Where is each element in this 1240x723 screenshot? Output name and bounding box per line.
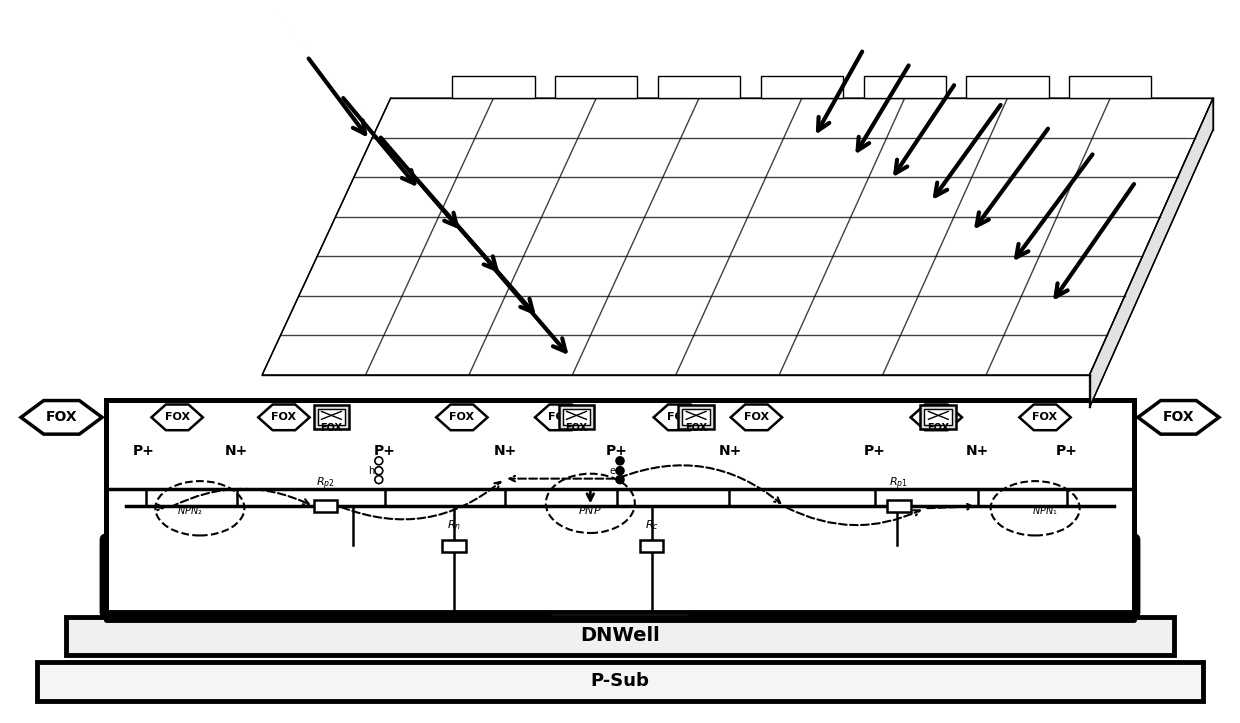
Text: FOX: FOX xyxy=(548,412,573,422)
Text: FOX: FOX xyxy=(744,412,769,422)
Text: P+: P+ xyxy=(1055,444,1078,458)
Polygon shape xyxy=(258,404,310,430)
Polygon shape xyxy=(262,98,1213,375)
Bar xyxy=(314,406,350,429)
Polygon shape xyxy=(1090,98,1213,408)
Bar xyxy=(105,400,1135,612)
Text: P+: P+ xyxy=(606,444,627,458)
Text: FOX: FOX xyxy=(46,411,77,424)
Circle shape xyxy=(374,457,383,465)
Text: P+: P+ xyxy=(133,444,155,458)
Text: P-Well: P-Well xyxy=(277,572,335,590)
Polygon shape xyxy=(1019,404,1071,430)
Polygon shape xyxy=(436,404,487,430)
FancyBboxPatch shape xyxy=(102,536,549,616)
Polygon shape xyxy=(730,404,782,430)
Bar xyxy=(1069,77,1152,98)
Text: e: e xyxy=(609,466,615,476)
Text: N+: N+ xyxy=(224,444,248,458)
Bar xyxy=(640,540,663,552)
Text: FOX: FOX xyxy=(686,423,707,433)
Bar xyxy=(67,617,1173,654)
Text: $NPN₂$: $NPN₂$ xyxy=(177,505,203,516)
Circle shape xyxy=(616,467,624,475)
Bar xyxy=(925,409,952,425)
Text: FOX: FOX xyxy=(1033,412,1058,422)
Text: $R_c$: $R_c$ xyxy=(645,518,658,532)
Circle shape xyxy=(374,476,383,484)
Bar xyxy=(863,77,946,98)
Text: FOX: FOX xyxy=(928,423,950,433)
Text: P+: P+ xyxy=(864,444,885,458)
Text: FOX: FOX xyxy=(272,412,296,422)
Text: N+: N+ xyxy=(966,444,990,458)
Text: $R_{p2}$: $R_{p2}$ xyxy=(316,476,335,492)
Text: h: h xyxy=(368,466,374,476)
Bar xyxy=(443,540,466,552)
Bar xyxy=(559,406,594,429)
Text: P+: P+ xyxy=(373,444,396,458)
Bar xyxy=(556,77,637,98)
Circle shape xyxy=(616,457,624,465)
Bar xyxy=(887,500,910,512)
Bar xyxy=(37,662,1203,701)
Bar xyxy=(453,77,534,98)
Text: $NPN₁$: $NPN₁$ xyxy=(1032,505,1058,516)
Text: FOX: FOX xyxy=(924,412,949,422)
Bar xyxy=(920,406,956,429)
Polygon shape xyxy=(910,404,962,430)
Polygon shape xyxy=(1138,401,1219,434)
Text: $R_{p1}$: $R_{p1}$ xyxy=(889,476,908,492)
Text: FOX: FOX xyxy=(320,423,342,433)
Text: $PNP$: $PNP$ xyxy=(579,505,603,516)
Bar xyxy=(678,406,714,429)
Text: P-Well: P-Well xyxy=(905,572,963,590)
Circle shape xyxy=(374,467,383,475)
Circle shape xyxy=(616,476,624,484)
Text: FOX: FOX xyxy=(565,423,588,433)
Polygon shape xyxy=(653,404,706,430)
Bar xyxy=(761,77,843,98)
Bar xyxy=(317,409,345,425)
Bar xyxy=(658,77,740,98)
Text: $R_n$: $R_n$ xyxy=(446,518,461,532)
FancyBboxPatch shape xyxy=(691,536,1138,616)
Text: N+: N+ xyxy=(719,444,743,458)
Text: FOX: FOX xyxy=(667,412,692,422)
Text: FOX: FOX xyxy=(165,412,190,422)
Polygon shape xyxy=(21,401,102,434)
Text: N+: N+ xyxy=(494,444,517,458)
Text: DNWell: DNWell xyxy=(580,626,660,646)
Bar xyxy=(563,409,590,425)
Polygon shape xyxy=(151,404,203,430)
Text: FOX: FOX xyxy=(1163,411,1194,424)
Text: P-Sub: P-Sub xyxy=(590,672,650,690)
Bar xyxy=(682,409,711,425)
Text: FOX: FOX xyxy=(449,412,475,422)
Polygon shape xyxy=(534,404,587,430)
Bar xyxy=(314,500,337,512)
Bar xyxy=(966,77,1049,98)
